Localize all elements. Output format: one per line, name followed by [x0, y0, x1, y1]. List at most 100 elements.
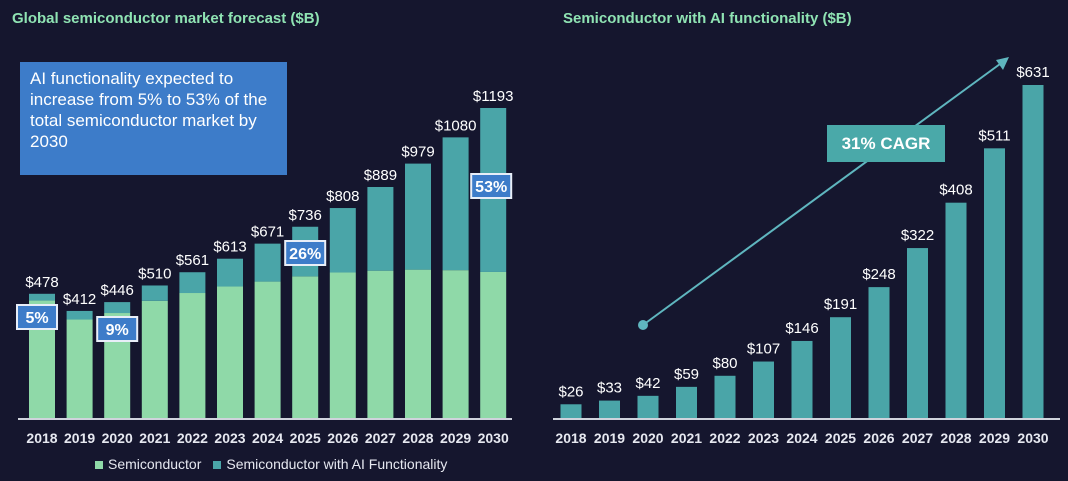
total-label-2023: $613 — [213, 239, 246, 256]
bar-ai-only-2021 — [676, 386, 697, 418]
x-tick-2028: 2028 — [402, 430, 433, 446]
bar-ai-2018 — [29, 293, 55, 301]
percent-badge-2030 — [470, 173, 513, 199]
percent-badge-2018 — [16, 304, 58, 330]
bar-ai-2022 — [179, 272, 206, 294]
legend-label: Semiconductor — [108, 456, 202, 472]
bar-ai-only-2019 — [599, 400, 620, 418]
bar-ai-only-2029 — [984, 148, 1005, 418]
bar-semiconductor-2030 — [480, 271, 507, 418]
bar-ai-only-2022 — [714, 375, 736, 418]
x-tick-right-2023: 2023 — [748, 430, 779, 446]
total-label-2020: $446 — [101, 282, 134, 299]
value-label-2024: $146 — [785, 320, 818, 337]
value-label-2027: $322 — [901, 227, 934, 244]
x-tick-2023: 2023 — [214, 430, 245, 446]
x-tick-right-2020: 2020 — [632, 430, 663, 446]
x-tick-right-2028: 2028 — [940, 430, 971, 446]
bar-semiconductor-2021 — [141, 300, 168, 418]
x-tick-right-2026: 2026 — [863, 430, 894, 446]
value-label-2023: $107 — [747, 341, 780, 358]
bar-ai-2028 — [405, 163, 431, 270]
total-label-2018: $478 — [25, 274, 58, 291]
x-tick-2027: 2027 — [365, 430, 396, 446]
cagr-label: 31% CAGR — [827, 125, 945, 162]
left-chart-title: Global semiconductor market forecast ($B… — [12, 10, 320, 27]
legend-label: Semiconductor with AI Functionality — [226, 456, 448, 472]
x-tick-2021: 2021 — [139, 430, 170, 446]
x-tick-right-2022: 2022 — [709, 430, 740, 446]
total-label-2030: $1193 — [473, 88, 514, 105]
bar-ai-2023 — [217, 258, 243, 287]
x-tick-right-2018: 2018 — [555, 430, 586, 446]
bar-ai-2029 — [442, 137, 469, 271]
x-tick-right-2025: 2025 — [825, 430, 856, 446]
bar-semiconductor-2026 — [329, 272, 356, 418]
x-tick-2025: 2025 — [290, 430, 321, 446]
value-label-2029: $511 — [978, 127, 1010, 144]
bar-semiconductor-2024 — [254, 281, 281, 418]
percent-badge-label-2025: 26% — [289, 246, 321, 263]
x-tick-right-2021: 2021 — [671, 430, 702, 446]
value-label-2020: $42 — [635, 375, 660, 392]
bar-semiconductor-2029 — [442, 270, 469, 418]
bar-ai-only-2020 — [637, 395, 659, 418]
value-label-2026: $248 — [862, 266, 895, 283]
total-label-2027: $889 — [364, 167, 397, 184]
legend-swatch — [95, 461, 103, 469]
total-label-2019: $412 — [63, 291, 96, 308]
bar-ai-only-2023 — [753, 361, 774, 418]
bar-ai-only-2025 — [830, 317, 851, 418]
x-tick-2029: 2029 — [440, 430, 471, 446]
legend-item-ai: Semiconductor with AI Functionality — [213, 456, 447, 472]
x-tick-right-2027: 2027 — [902, 430, 933, 446]
bar-semiconductor-2022 — [179, 293, 206, 418]
value-label-2021: $59 — [674, 366, 699, 383]
bar-semiconductor-2028 — [405, 269, 431, 418]
cagr-arrow-line — [642, 63, 1001, 326]
total-label-2029: $1080 — [435, 117, 477, 134]
total-label-2028: $979 — [401, 144, 434, 161]
x-tick-right-2019: 2019 — [594, 430, 625, 446]
bar-ai-2024 — [254, 243, 281, 282]
bar-ai-2019 — [66, 310, 93, 320]
bar-ai-2021 — [141, 285, 168, 301]
percent-badge-label-2018: 5% — [25, 310, 48, 327]
percent-badge-label-2030: 53% — [475, 179, 507, 196]
value-label-2019: $33 — [597, 380, 622, 397]
total-label-2024: $671 — [251, 224, 284, 241]
bar-ai-only-2026 — [868, 287, 890, 418]
x-tick-2024: 2024 — [252, 430, 283, 446]
percent-badge-label-2020: 9% — [106, 322, 129, 339]
x-tick-2018: 2018 — [26, 430, 57, 446]
legend: Semiconductor Semiconductor with AI Func… — [95, 456, 447, 472]
value-label-2030: $631 — [1016, 64, 1049, 81]
x-tick-right-2029: 2029 — [979, 430, 1010, 446]
bar-semiconductor-2019 — [66, 319, 93, 418]
x-tick-2030: 2030 — [478, 430, 509, 446]
bar-ai-only-2028 — [945, 202, 967, 418]
bar-semiconductor-2025 — [292, 276, 319, 418]
bar-ai-only-2027 — [907, 248, 928, 418]
cagr-arrow-head-icon — [996, 57, 1009, 70]
bar-ai-2027 — [367, 186, 394, 271]
x-tick-2022: 2022 — [177, 430, 208, 446]
value-label-2028: $408 — [939, 182, 972, 199]
bar-semiconductor-2027 — [367, 270, 394, 418]
total-label-2026: $808 — [326, 188, 359, 205]
percent-badge-2020 — [96, 316, 139, 342]
x-tick-2020: 2020 — [102, 430, 133, 446]
value-label-2018: $26 — [558, 383, 583, 400]
legend-swatch — [213, 461, 222, 469]
cagr-arrow-start-dot — [638, 320, 648, 330]
total-label-2021: $510 — [138, 265, 171, 282]
bar-ai-2020 — [104, 302, 131, 314]
legend-item-semiconductor: Semiconductor — [95, 456, 201, 472]
bar-semiconductor-2023 — [217, 286, 243, 418]
total-label-2025: $736 — [289, 207, 322, 224]
note-box: AI functionality expected to increase fr… — [20, 62, 287, 175]
bar-ai-only-2030 — [1022, 85, 1044, 418]
x-tick-right-2030: 2030 — [1017, 430, 1048, 446]
